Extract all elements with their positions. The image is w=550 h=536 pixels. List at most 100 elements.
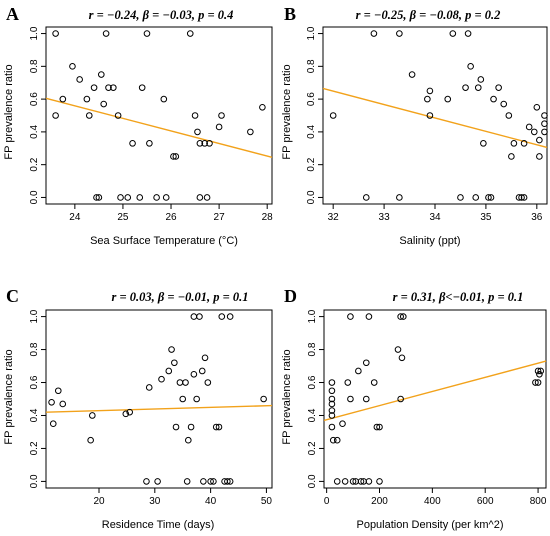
- data-point: [541, 128, 548, 136]
- data-point: [145, 384, 153, 391]
- data-point: [328, 395, 336, 403]
- plot-area-a: 24 25 26 27 28 0.0 0.2 0.4 0.6 0.8 1.0: [29, 26, 273, 223]
- data-point: [102, 30, 110, 37]
- data-point: [59, 400, 67, 408]
- y-tick-label: 0.0: [306, 190, 317, 204]
- x-axis-label-d: Population Density (per km^2): [356, 519, 503, 531]
- plot-frame-d: [323, 309, 547, 489]
- data-point: [474, 84, 482, 91]
- data-point: [183, 478, 191, 485]
- y-tick-label: 0.0: [29, 190, 40, 204]
- data-point: [129, 140, 136, 147]
- data-point: [464, 30, 472, 37]
- data-point: [201, 140, 208, 147]
- data-point: [193, 395, 200, 403]
- data-point: [347, 395, 354, 403]
- data-point: [170, 153, 177, 160]
- data-point: [172, 153, 180, 160]
- panel-stat-b: r = −0.25, β = −0.08, p = 0.2: [356, 8, 501, 22]
- data-point: [100, 100, 108, 108]
- data-point: [89, 412, 96, 419]
- data-point: [487, 194, 495, 201]
- x-tick-label: 25: [117, 212, 129, 223]
- data-point: [333, 478, 341, 485]
- data-point: [536, 370, 543, 378]
- y-axis-label-b: FP prevalence ratio: [281, 64, 293, 159]
- data-point: [426, 87, 434, 95]
- data-point: [154, 478, 161, 485]
- x-tick-label: 600: [477, 496, 494, 507]
- data-point: [196, 313, 203, 320]
- data-point: [396, 194, 403, 201]
- data-point: [510, 140, 518, 147]
- y-tick-label: 0.8: [29, 342, 40, 356]
- data-point: [196, 140, 204, 147]
- x-axis-label-c: Residence Time (days): [102, 519, 215, 531]
- data-point: [426, 112, 434, 119]
- data-point: [520, 194, 528, 201]
- data-point: [362, 359, 370, 367]
- y-axis-label-c: FP prevalence ratio: [3, 349, 15, 444]
- data-point: [191, 112, 199, 119]
- x-tick-label: 20: [93, 496, 105, 507]
- x-tick-label: 30: [149, 496, 161, 507]
- data-point: [362, 395, 370, 403]
- x-tick-label: 40: [205, 496, 217, 507]
- data-point: [158, 375, 165, 383]
- y-tick-label: 0.2: [307, 441, 318, 455]
- data-point: [85, 112, 93, 119]
- data-point: [93, 194, 100, 201]
- y-tick-label: 1.0: [29, 26, 40, 40]
- regression-line: [323, 360, 547, 422]
- data-point: [224, 478, 231, 485]
- data-point: [398, 354, 406, 362]
- data-point: [541, 112, 548, 119]
- data-point: [355, 367, 362, 375]
- x-tick-label: 24: [69, 212, 81, 223]
- data-point: [212, 423, 220, 431]
- y-axis-label-a: FP prevalence ratio: [3, 64, 15, 159]
- x-tick-label: 32: [328, 212, 340, 223]
- y-axis-label-d: FP prevalence ratio: [281, 349, 293, 444]
- plot-frame-a: [45, 26, 273, 205]
- data-point: [328, 379, 336, 386]
- data-point: [114, 112, 122, 119]
- x-tick-label: 0: [324, 496, 330, 507]
- data-point: [176, 379, 184, 386]
- data-point: [210, 478, 217, 485]
- data-point: [490, 95, 497, 103]
- data-point: [347, 313, 354, 320]
- y-tick-label: 1.0: [29, 309, 40, 323]
- data-point: [206, 140, 213, 147]
- data-point: [179, 395, 187, 403]
- data-point: [349, 478, 357, 485]
- data-point: [397, 313, 404, 320]
- y-tick-label: 0.6: [29, 92, 40, 106]
- data-point: [168, 346, 175, 353]
- data-point: [339, 420, 346, 428]
- data-point: [110, 84, 117, 91]
- x-tick-label: 50: [261, 496, 273, 507]
- data-point: [124, 194, 132, 201]
- x-tick-label: 28: [262, 212, 274, 223]
- y-tick-label: 0.0: [307, 474, 318, 488]
- data-point: [52, 30, 59, 37]
- data-point: [259, 104, 266, 111]
- data-point: [190, 313, 198, 320]
- data-point: [480, 140, 487, 147]
- data-point: [146, 140, 153, 147]
- data-point: [537, 367, 545, 375]
- data-point: [153, 194, 160, 201]
- data-point: [467, 63, 474, 70]
- data-point: [370, 30, 378, 37]
- data-point: [69, 63, 76, 70]
- x-tick-label: 33: [379, 212, 391, 223]
- data-point: [143, 478, 150, 485]
- plot-area-c: 20 30 40 50 0.0 0.2 0.4 0.6 0.8 1.0: [29, 309, 272, 507]
- x-tick-label: 800: [530, 496, 547, 507]
- x-tick-label: 400: [424, 496, 441, 507]
- x-tick-label: 26: [165, 212, 177, 223]
- panel-b: B r = −0.25, β = −0.08, p = 0.2 FP preva…: [281, 4, 548, 247]
- data-point: [333, 436, 341, 444]
- data-point: [370, 379, 378, 386]
